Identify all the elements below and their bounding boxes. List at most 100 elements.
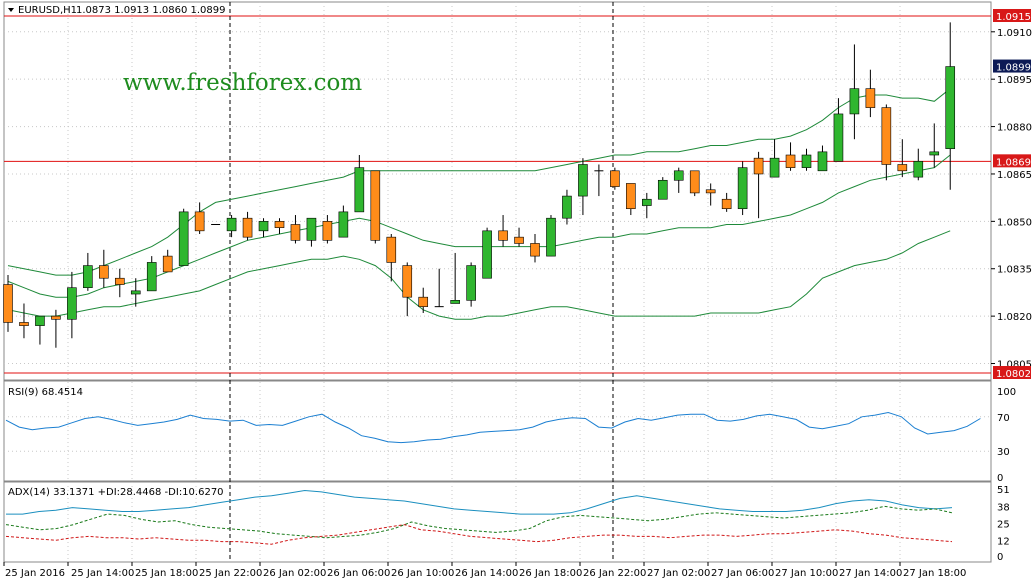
bollinger-upper-line: [7, 88, 951, 276]
time-tick-label: 27 Jan 14:00: [839, 568, 902, 579]
adx-tick-label: 12: [997, 536, 1010, 547]
candle-bear: [3, 284, 13, 323]
candle-bear: [881, 107, 892, 165]
price-tick-label: 1.0850: [997, 217, 1032, 228]
rsi-header: RSI(9) 68.4514: [8, 387, 83, 398]
candle-bull: [178, 211, 189, 266]
candle-bull: [482, 230, 492, 279]
time-tick-label: 26 Jan 22:00: [583, 568, 646, 579]
symbol-label: EURUSD,H1: [18, 5, 77, 16]
adx-tick-label: 38: [997, 502, 1010, 513]
bollinger-bands: [7, 88, 951, 320]
adx-lines: [5, 489, 953, 545]
time-tick-label: 26 Jan 18:00: [519, 568, 582, 579]
candle-bear: [705, 189, 716, 194]
candle-bear: [242, 217, 253, 238]
candle-bear: [530, 243, 540, 257]
candle-bear: [290, 224, 301, 241]
candle-bear: [753, 157, 764, 175]
candle-bull: [258, 221, 269, 232]
rsi-tick-label: 30: [997, 447, 1010, 458]
price-tags: 1.0915 1.0899 1.0869 1.0802: [993, 9, 1031, 380]
rsi-line: [5, 411, 981, 444]
rsi-tick-label: 0: [997, 473, 1003, 484]
candle-bull: [146, 262, 157, 292]
candle-bull: [450, 300, 460, 304]
axis-labels: 1.0910 1.0895 1.0880 1.0865 1.0850 1.0835 1.08…: [3, 28, 1032, 579]
current-price-tag-bg: [993, 59, 1031, 73]
candle-bull: [306, 217, 317, 241]
mid-level-tag-bg: [993, 154, 1031, 168]
price-tick-label: 1.0805: [997, 360, 1032, 371]
candle-bear: [19, 322, 29, 326]
bollinger-middle-line: [7, 154, 951, 298]
time-tick-label: 27 Jan 10:00: [775, 568, 838, 579]
candle-bear: [610, 170, 620, 187]
candle-bull: [83, 265, 93, 288]
candle-bull: [130, 290, 141, 295]
adx-tick-label: 0: [997, 552, 1003, 563]
candle-bull: [801, 154, 812, 168]
candle-bull: [817, 151, 828, 172]
candle-bull: [354, 167, 365, 213]
candle-bull: [546, 217, 556, 257]
candle-bull: [226, 217, 237, 232]
bollinger-lower-line: [7, 230, 951, 320]
rsi-tick-label: 70: [997, 413, 1010, 424]
candle-bear: [514, 236, 524, 244]
minus-di-series-line: [5, 524, 953, 545]
candle-bull: [929, 151, 940, 156]
dropdown-triangle-icon[interactable]: [8, 8, 14, 12]
time-tick-label: 27 Jan 06:00: [711, 568, 774, 579]
bottom-level-tag-bg: [993, 366, 1031, 379]
adx-header: ADX(14) 33.1371 +DI:28.4468 -DI:10.6270: [8, 487, 224, 498]
candle-bear: [626, 183, 636, 210]
candle-bear: [99, 265, 109, 279]
time-tick-label: 26 Jan 06:00: [327, 568, 390, 579]
adx-tick-label: 25: [997, 519, 1010, 530]
candle-bear: [386, 236, 397, 263]
candle-bear: [689, 170, 700, 194]
candle-bull: [673, 170, 684, 181]
candle-bear: [162, 255, 173, 273]
candle-bull: [562, 195, 572, 219]
candle-bear: [721, 198, 732, 210]
candle-bear: [785, 154, 796, 168]
time-tick-label: 26 Jan 10:00: [391, 568, 454, 579]
candle-bear: [865, 88, 876, 108]
price-tick-label: 1.0880: [997, 123, 1032, 134]
price-tick-label: 1.0835: [997, 265, 1032, 276]
candle-bear: [897, 164, 908, 172]
rsi-tick-label: 100: [997, 387, 1016, 398]
candle-bull: [849, 88, 860, 115]
plus-di-series-line: [5, 505, 953, 539]
ohlc-readout: 1.0873 1.0913 1.0860 1.0899: [76, 5, 226, 16]
rsi-series-line: [5, 411, 981, 444]
candle-bear: [194, 211, 205, 232]
time-tick-label: 25 Jan 22:00: [199, 568, 262, 579]
candle-bull: [657, 179, 668, 200]
adx-panel: [3, 481, 992, 563]
price-tick-label: 1.0895: [997, 75, 1032, 86]
candle-bear: [51, 315, 61, 320]
candle-bull: [338, 211, 349, 238]
candle-bull: [833, 113, 844, 162]
price-tick-label: 1.0820: [997, 312, 1032, 323]
candle-bear: [114, 277, 125, 285]
time-tick-label: 25 Jan 14:00: [71, 568, 134, 579]
price-tick-label: 1.0865: [997, 170, 1032, 181]
main-panel: [3, 1, 992, 381]
candle-bull: [945, 66, 956, 149]
time-tick-label: 26 Jan 02:00: [263, 568, 326, 579]
candle-bear: [370, 170, 381, 241]
current-price-tag: 1.0899: [996, 63, 1031, 74]
time-tick-label: 25 Jan 2016: [5, 568, 65, 579]
watermark: www.freshforex.com: [123, 70, 362, 96]
candlesticks: [3, 22, 956, 348]
mid-level-tag: 1.0869: [996, 157, 1031, 168]
candle-bull: [578, 164, 588, 197]
candle-bull: [641, 198, 652, 206]
time-tick-label: 27 Jan 02:00: [647, 568, 710, 579]
adx-series-line: [6, 489, 953, 515]
